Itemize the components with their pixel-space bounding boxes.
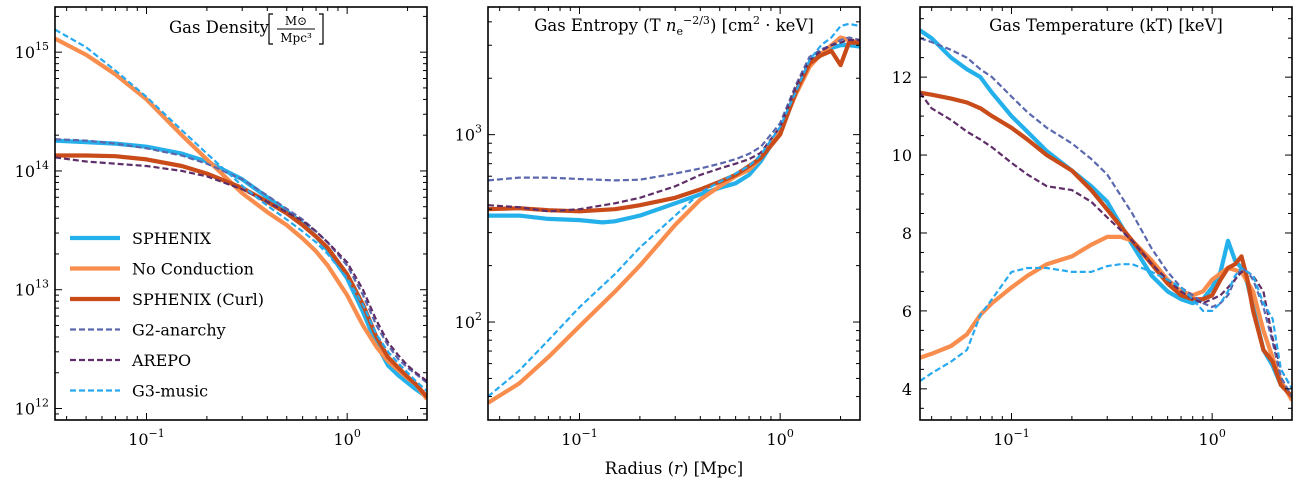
title-bracket: [268, 13, 273, 45]
y-tick-label: 1013: [15, 278, 49, 300]
legend-label: G2-anarchy: [132, 321, 226, 340]
series-line-g3-music: [488, 22, 860, 398]
panel-3: 10−1 100 4 6 8 10 12 Gas Temperature (kT) [keV]: [892, 6, 1293, 449]
y-tick-label: 12: [892, 68, 912, 87]
y-ticks: 1012 1013 1014 1015: [15, 15, 427, 421]
y-tick-label: 1012: [15, 396, 49, 418]
x-tick-label: 10−1: [128, 427, 165, 449]
chart-title: Gas Density M⊙ Mpc³: [169, 13, 324, 45]
y-tick-label: 8: [902, 224, 912, 243]
legend-label: No Conduction: [132, 260, 254, 279]
axes-frame: [487, 6, 861, 421]
series-line-g2-anarchy: [55, 138, 427, 384]
series-line-arepo: [920, 92, 1292, 390]
legend-label: SPHENIX: [132, 229, 212, 248]
x-ticks: 10−1 100: [499, 7, 842, 449]
series-line-g3-music: [55, 28, 427, 392]
chart-title: Gas Entropy (T ne−2/3) [cm2 · keV]: [534, 14, 814, 38]
y-tick-label: 4: [902, 380, 912, 399]
series-line-arepo: [488, 38, 860, 213]
y-tick-label: 102: [455, 310, 482, 332]
series-line-g3-music: [920, 263, 1292, 390]
legend-label: SPHENIX (Curl): [132, 290, 264, 309]
series-line-arepo: [55, 156, 427, 382]
title-text: Gas Density: [169, 18, 270, 37]
legend-label: G3-music: [132, 382, 208, 401]
series-line-sphenix-curl-: [920, 90, 1292, 399]
series-line-no-conduction: [55, 36, 427, 401]
axes-frame: [919, 6, 1293, 421]
panel-1: 10−1 100 1012 1013 1014 1015 Gas Density M⊙ Mpc³…: [15, 6, 428, 449]
y-tick-label: 10: [892, 146, 912, 165]
series-group: [920, 28, 1292, 402]
y-ticks: 102 103: [455, 21, 860, 421]
title-numerator: M⊙: [285, 14, 307, 28]
series-line-sphenix-curl-: [55, 153, 427, 399]
legend-label: AREPO: [131, 351, 191, 370]
x-tick-label: 10−1: [993, 427, 1030, 449]
chart-title: Gas Temperature (kT) [keV]: [989, 16, 1223, 35]
series-group: [488, 22, 860, 405]
y-tick-label: 1015: [15, 40, 49, 62]
y-tick-label: 103: [455, 123, 482, 145]
y-ticks: 4 6 8 10 12: [892, 18, 1292, 409]
x-tick-label: 10−1: [561, 427, 598, 449]
x-tick-label: 100: [1198, 427, 1225, 449]
axes-frame: [54, 6, 428, 421]
y-tick-label: 1014: [15, 159, 49, 181]
series-line-sphenix: [920, 28, 1292, 399]
series-line-g2-anarchy: [488, 36, 860, 182]
x-tick-label: 100: [766, 427, 793, 449]
title-bracket: [319, 13, 324, 45]
series-group: [55, 28, 427, 401]
y-tick-label: 6: [902, 302, 912, 321]
legend: SPHENIX No Conduction SPHENIX (Curl) G2-ana…: [70, 229, 264, 401]
x-ticks: 10−1 100: [66, 7, 409, 449]
title-denominator: Mpc³: [280, 31, 312, 45]
x-axis-label: Radius (r) [Mpc]: [605, 459, 743, 478]
series-line-g2-anarchy: [920, 37, 1292, 398]
x-tick-label: 100: [333, 427, 360, 449]
x-ticks: 10−1 100: [931, 7, 1274, 449]
panel-2: 10−1 100 102 103 Gas Entropy (T ne−2/3) [cm2…: [455, 6, 861, 478]
